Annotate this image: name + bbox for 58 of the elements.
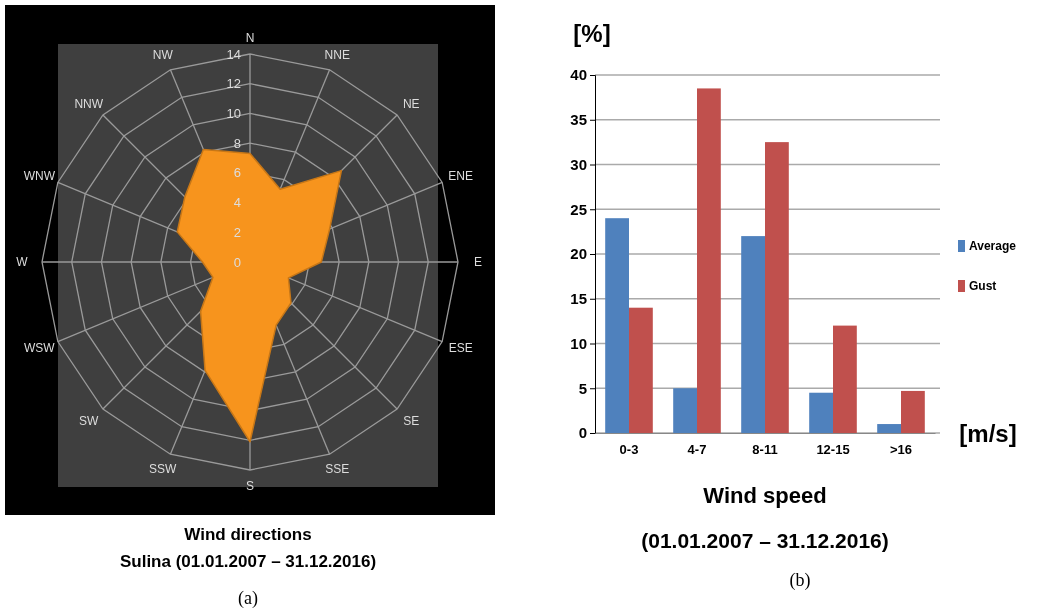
bar — [765, 142, 789, 433]
spoke-label: WSW — [24, 340, 56, 355]
bar — [629, 307, 653, 433]
y-tick-label: 12 — [226, 76, 241, 92]
x-tick-label: 0-3 — [619, 442, 639, 458]
spoke-label: SSE — [325, 462, 350, 477]
y-tick-label: 6 — [233, 165, 241, 181]
text: [m/s] — [959, 420, 1017, 447]
bar — [673, 388, 697, 433]
bar — [697, 88, 721, 433]
y-tick-label: 5 — [578, 379, 587, 397]
bar — [809, 392, 833, 433]
y-tick-label: 10 — [570, 334, 587, 352]
spoke-label: E — [473, 255, 483, 270]
bar — [741, 236, 765, 433]
x-tick-label: 4-7 — [687, 442, 707, 458]
spoke-label: SW — [79, 413, 100, 428]
spoke-label: W — [16, 255, 29, 270]
spoke-label: NNE — [324, 48, 350, 63]
spoke-label: SE — [403, 413, 420, 428]
y-tick-label: 10 — [226, 105, 241, 121]
spoke-label: NE — [402, 96, 420, 111]
text: (01.01.2007 – 31.12.2016) — [641, 529, 889, 552]
y-tick-label: 15 — [570, 290, 587, 308]
legend-label: Gust — [969, 279, 997, 293]
bar — [833, 325, 857, 433]
text: (a) — [238, 588, 258, 609]
bar — [901, 390, 925, 433]
y-tick-label: 35 — [570, 111, 587, 129]
y-tick-label: 0 — [578, 424, 587, 442]
y-tick-label: 30 — [570, 155, 587, 173]
spoke-label: ENE — [448, 169, 473, 184]
text: Wind directions — [184, 525, 312, 544]
x-tick-label: 12-15 — [816, 442, 850, 458]
y-tick-label: 20 — [570, 245, 587, 263]
spoke-label: WNW — [23, 169, 56, 184]
x-tick-label: 8-11 — [752, 442, 778, 458]
y-tick-label: 40 — [570, 66, 587, 84]
y-tick-label: 14 — [226, 46, 241, 62]
spoke-label: NNW — [74, 96, 104, 111]
legend-label: Average — [969, 239, 1017, 253]
bar — [605, 218, 629, 433]
spoke-label: S — [245, 479, 255, 494]
x-tick-label: >16 — [889, 442, 913, 458]
y-tick-label: 4 — [233, 195, 241, 211]
spoke-label: ESE — [448, 340, 473, 355]
x-axis-title: Wind speed — [703, 483, 827, 508]
y-tick-label: 2 — [233, 224, 241, 240]
spoke-label: NW — [152, 48, 174, 63]
text: (b) — [789, 570, 811, 591]
y-tick-label: 25 — [570, 200, 587, 218]
text: Sulina (01.01.2007 – 31.12.2016) — [119, 552, 377, 571]
y-tick-label: 8 — [233, 135, 241, 151]
y-tick-label: 0 — [233, 254, 241, 270]
y-axis-title: [%] — [573, 20, 611, 47]
bar — [877, 424, 901, 433]
spoke-label: N — [245, 31, 255, 46]
spoke-label: SSW — [149, 462, 178, 477]
